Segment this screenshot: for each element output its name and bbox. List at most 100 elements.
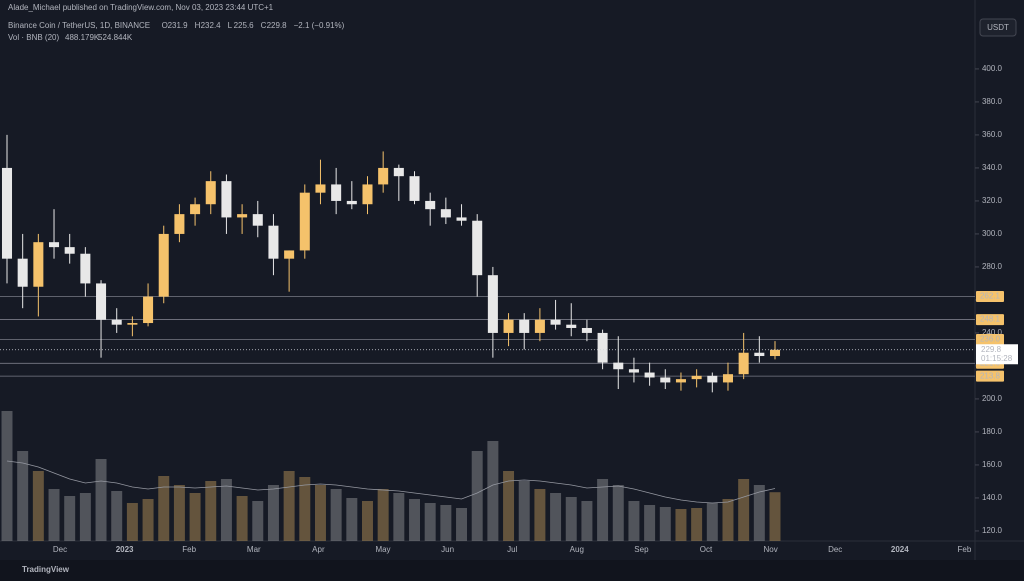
x-tick-label: Jul [507,545,517,554]
volume-bar [565,497,577,541]
candle-body [158,233,169,297]
candle-body [284,250,295,259]
volume-bar [158,476,170,541]
candle-body [96,283,107,320]
volume-bar [753,485,765,541]
candle-body [190,204,201,215]
volume-bar [111,491,123,541]
candle-body [315,184,326,193]
volume-bar [644,505,656,541]
x-tick-label: Mar [247,545,261,554]
volume-bar [236,496,248,541]
volume-bar [612,485,624,541]
brand: TradingView [22,565,70,574]
candle-body [566,324,577,328]
countdown: 01:15:28 [981,354,1013,363]
candle-body [754,352,765,357]
candle-body [456,217,467,221]
x-tick-label: 2024 [891,545,909,554]
volume-bar [32,471,44,541]
footer-bar [0,560,1024,581]
volume-bar [503,471,515,541]
volume-bar [706,503,718,541]
candle-body [127,323,138,325]
candle-body [440,209,451,218]
candle-body [237,214,248,218]
y-tick-label: 400.0 [982,64,1003,73]
ohlc-value: 229.8 [267,21,288,30]
candle-body [331,184,342,201]
volume-bar [126,503,138,541]
y-tick-label: 280.0 [982,262,1003,271]
volume-bar [534,489,546,541]
x-tick-label: Oct [700,545,713,554]
ohlc-key: O [162,21,168,30]
candle-body [644,372,655,378]
x-tick-label: Aug [570,545,584,554]
x-tick-label: Dec [828,545,842,554]
candle-body [362,184,373,205]
volume-bar [1,411,13,541]
candle-body [660,377,671,383]
volume-bar [252,501,264,541]
level-label-box [976,334,1004,346]
volume-bar [330,489,342,541]
volume-bar [738,479,750,541]
volume-bar [267,485,279,541]
y-tick-label: 120.0 [982,526,1003,535]
volume-bar [691,508,703,541]
volume-bar [362,501,373,541]
volume-bar [409,499,420,541]
volume-bar [346,498,358,541]
volume-last: 488.179K [65,33,100,42]
candle-body [64,247,75,254]
volume-bar [48,489,60,541]
level-label-box [976,314,1004,326]
volume-bar [456,508,468,541]
volume-bar [299,477,311,541]
y-tick-label: 160.0 [982,460,1003,469]
candle-body [722,374,733,383]
y-tick-label: 180.0 [982,427,1003,436]
volume-bar [675,509,687,541]
last-price-box [976,344,1018,365]
x-tick-label: 2023 [116,545,134,554]
candle-body [252,214,263,226]
x-tick-label: Feb [958,545,972,554]
candle-body [221,181,232,218]
candle-body [613,362,624,370]
volume-bar [95,459,107,541]
candle-body [503,319,514,333]
candle-body [346,200,357,205]
y-tick-label: 300.0 [982,229,1003,238]
last-price-label: 229.8 [981,345,1002,354]
x-tick-label: Dec [53,545,67,554]
candle-body [581,327,592,333]
ohlc-key: H [195,21,201,30]
candle-body [738,352,749,375]
candle-body [111,319,122,325]
candle-body [378,167,389,185]
volume-bar [518,481,530,541]
y-tick-label: 200.0 [982,394,1003,403]
volume-ma-last: 524.844K [98,33,133,42]
candle-body [675,379,686,383]
currency[interactable]: USDT [987,23,1009,32]
volume-bar [550,493,562,541]
volume-bar [142,499,154,541]
x-tick-label: Nov [763,545,777,554]
candle-body [409,176,420,201]
candle-body [174,214,185,234]
volume-bar [659,507,671,541]
volume-bar [173,485,185,541]
volume-bar [377,489,389,541]
volume-bar [64,496,76,541]
level-label: 213.8 [980,371,1001,380]
ohlc-key: C [261,21,267,30]
candle-body [534,319,545,333]
currency-button[interactable] [979,18,1017,37]
candle-body [1,167,13,259]
volume-bar [769,492,781,541]
candle-body [80,253,91,284]
